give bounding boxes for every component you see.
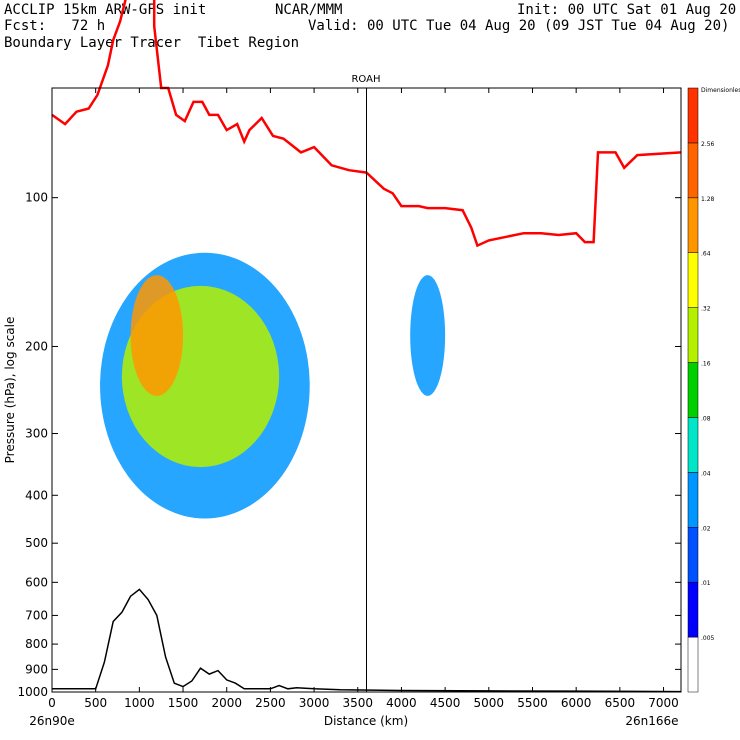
colorbar-label: 1.28 xyxy=(701,196,715,203)
colorbar-swatch xyxy=(687,417,699,473)
colorbar-label: .04 xyxy=(701,470,711,477)
x-tick-label: 5500 xyxy=(517,696,548,710)
colorbar-swatch xyxy=(687,362,699,418)
colorbar-swatch xyxy=(687,197,699,253)
header-line1-mid: NCAR/MMM xyxy=(275,2,343,18)
colorbar-label: .01 xyxy=(701,580,711,587)
y-tick-label: 1000 xyxy=(17,685,48,699)
plume-2 xyxy=(130,275,184,396)
y-tick-label: 700 xyxy=(25,608,48,622)
colorbar-swatch xyxy=(687,87,699,144)
colorbar-label: .08 xyxy=(701,415,711,422)
y-tick-label: 500 xyxy=(25,536,48,550)
colorbar-swatch xyxy=(687,472,699,528)
colorbar: .005 .01 .02 .04 .08 .16 .32 .64 1.28 2.56 Dimensi… xyxy=(687,87,740,693)
colorbar-label: .64 xyxy=(701,251,711,258)
colorbar-title: Dimensionless xyxy=(701,87,740,94)
chart-title: ROAH xyxy=(351,74,380,85)
y-tick-label: 100 xyxy=(25,191,48,205)
x-tick-label: 7000 xyxy=(648,696,679,710)
header-line1-left: ACCLIP 15km ARW-GFS init xyxy=(4,2,207,18)
y-tick-label: 600 xyxy=(25,575,48,589)
x-tick-label: 6500 xyxy=(605,696,636,710)
x-tick-label: 500 xyxy=(84,696,107,710)
header-line3-left: Boundary Layer Tracer Tibet Region xyxy=(4,35,300,51)
plot-frame xyxy=(51,87,682,693)
y-tick-label: 400 xyxy=(25,488,48,502)
y-tick-label: 300 xyxy=(25,427,48,441)
y-axis-label: Pressure (hPa), log scale xyxy=(3,317,17,464)
x-tick-label: 6000 xyxy=(561,696,592,710)
colorbar-label: .32 xyxy=(701,306,711,313)
header-line1-right: Init: 00 UTC Sat 01 Aug 20 xyxy=(517,2,737,18)
x-tick-label: 3000 xyxy=(299,696,330,710)
x-tick-label: 5000 xyxy=(474,696,505,710)
tropopause-line xyxy=(51,0,682,248)
x-axis: 0 500 1000 1500 2000 2500 3000 3500 4000 4500 5000… xyxy=(48,88,679,710)
colorbar-label: .16 xyxy=(701,361,711,368)
colorbar-swatch xyxy=(687,142,699,199)
x-tick-label: 0 xyxy=(48,696,56,710)
y-axis: 100 200 300 400 500 600 700 800 900 1000 xyxy=(17,191,681,699)
y-tick-label: 200 xyxy=(25,339,48,353)
colorbar-swatch xyxy=(687,636,699,693)
x-tick-label: 1000 xyxy=(124,696,155,710)
colorbar-swatch xyxy=(687,527,699,583)
colorbar-swatch xyxy=(687,581,699,638)
colorbar-swatch xyxy=(687,307,699,363)
colorbar-swatch xyxy=(687,252,699,308)
header-line2-left: Fcst: 72 h xyxy=(4,18,106,34)
line-layer xyxy=(51,0,682,693)
x-tick-label: 4000 xyxy=(386,696,417,710)
plume-3 xyxy=(410,275,446,396)
colorbar-label: .005 xyxy=(701,635,715,642)
colorbar-label: 2.56 xyxy=(701,141,715,148)
colorbar-label: .02 xyxy=(701,525,711,532)
x-tick-label: 4500 xyxy=(430,696,461,710)
header-line2-right: Valid: 00 UTC Tue 04 Aug 20 (09 JST Tue … xyxy=(308,18,730,34)
x-tick-label: 2500 xyxy=(255,696,286,710)
x-end-label: 26n166e xyxy=(625,714,678,728)
plume-layer xyxy=(100,252,446,519)
x-start-label: 26n90e xyxy=(29,714,75,728)
terrain-line xyxy=(52,588,682,693)
x-tick-label: 2000 xyxy=(211,696,242,710)
x-tick-label: 3500 xyxy=(342,696,373,710)
x-tick-label: 1500 xyxy=(168,696,199,710)
y-tick-label: 900 xyxy=(25,662,48,676)
x-axis-label: Distance (km) xyxy=(324,714,408,728)
y-tick-label: 800 xyxy=(25,637,48,651)
